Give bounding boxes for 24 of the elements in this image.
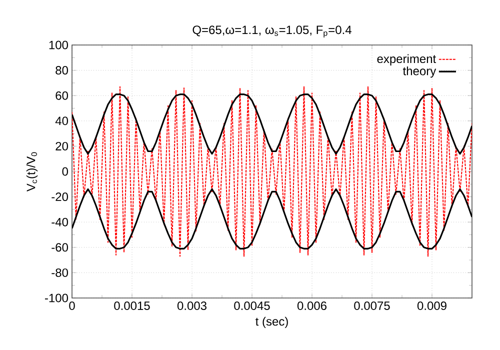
y-tick-label: -100: [44, 294, 68, 302]
legend-label: theory: [402, 66, 436, 78]
y-tick-label: 20: [56, 142, 68, 150]
x-axis-title: t (sec): [256, 316, 288, 328]
x-tick-label: 0.0045: [234, 302, 270, 310]
y-tick-label: -20: [52, 192, 68, 202]
y-tick-label: -80: [52, 268, 68, 277]
x-tick-label: 0.0075: [354, 302, 390, 310]
line-series: [72, 86, 472, 257]
chart-title: Q=65,ω=1.1, ω$_{s}$=1.05, F$_{p}$=0.4: [192, 26, 352, 38]
y-tick-label: 0: [62, 167, 68, 176]
y-axis-title: V$_{c}$(t)/V$_{0}$: [26, 152, 38, 192]
y-tick-label: 40: [55, 116, 68, 126]
y-tick-label: 60: [56, 91, 68, 100]
x-tick-label: 0.006: [297, 302, 326, 310]
y-tick-label: -60: [52, 243, 68, 252]
x-tick-label: 0: [69, 302, 75, 310]
y-tick-label: 100: [49, 40, 68, 50]
x-tick-label: 0.003: [177, 302, 206, 310]
x-tick-label: 0.0015: [114, 302, 150, 310]
legend-label: experiment: [377, 54, 436, 66]
x-tick-label: 0.009: [417, 302, 446, 310]
y-tick-label: 80: [56, 66, 68, 75]
y-tick-label: -40: [52, 218, 68, 226]
